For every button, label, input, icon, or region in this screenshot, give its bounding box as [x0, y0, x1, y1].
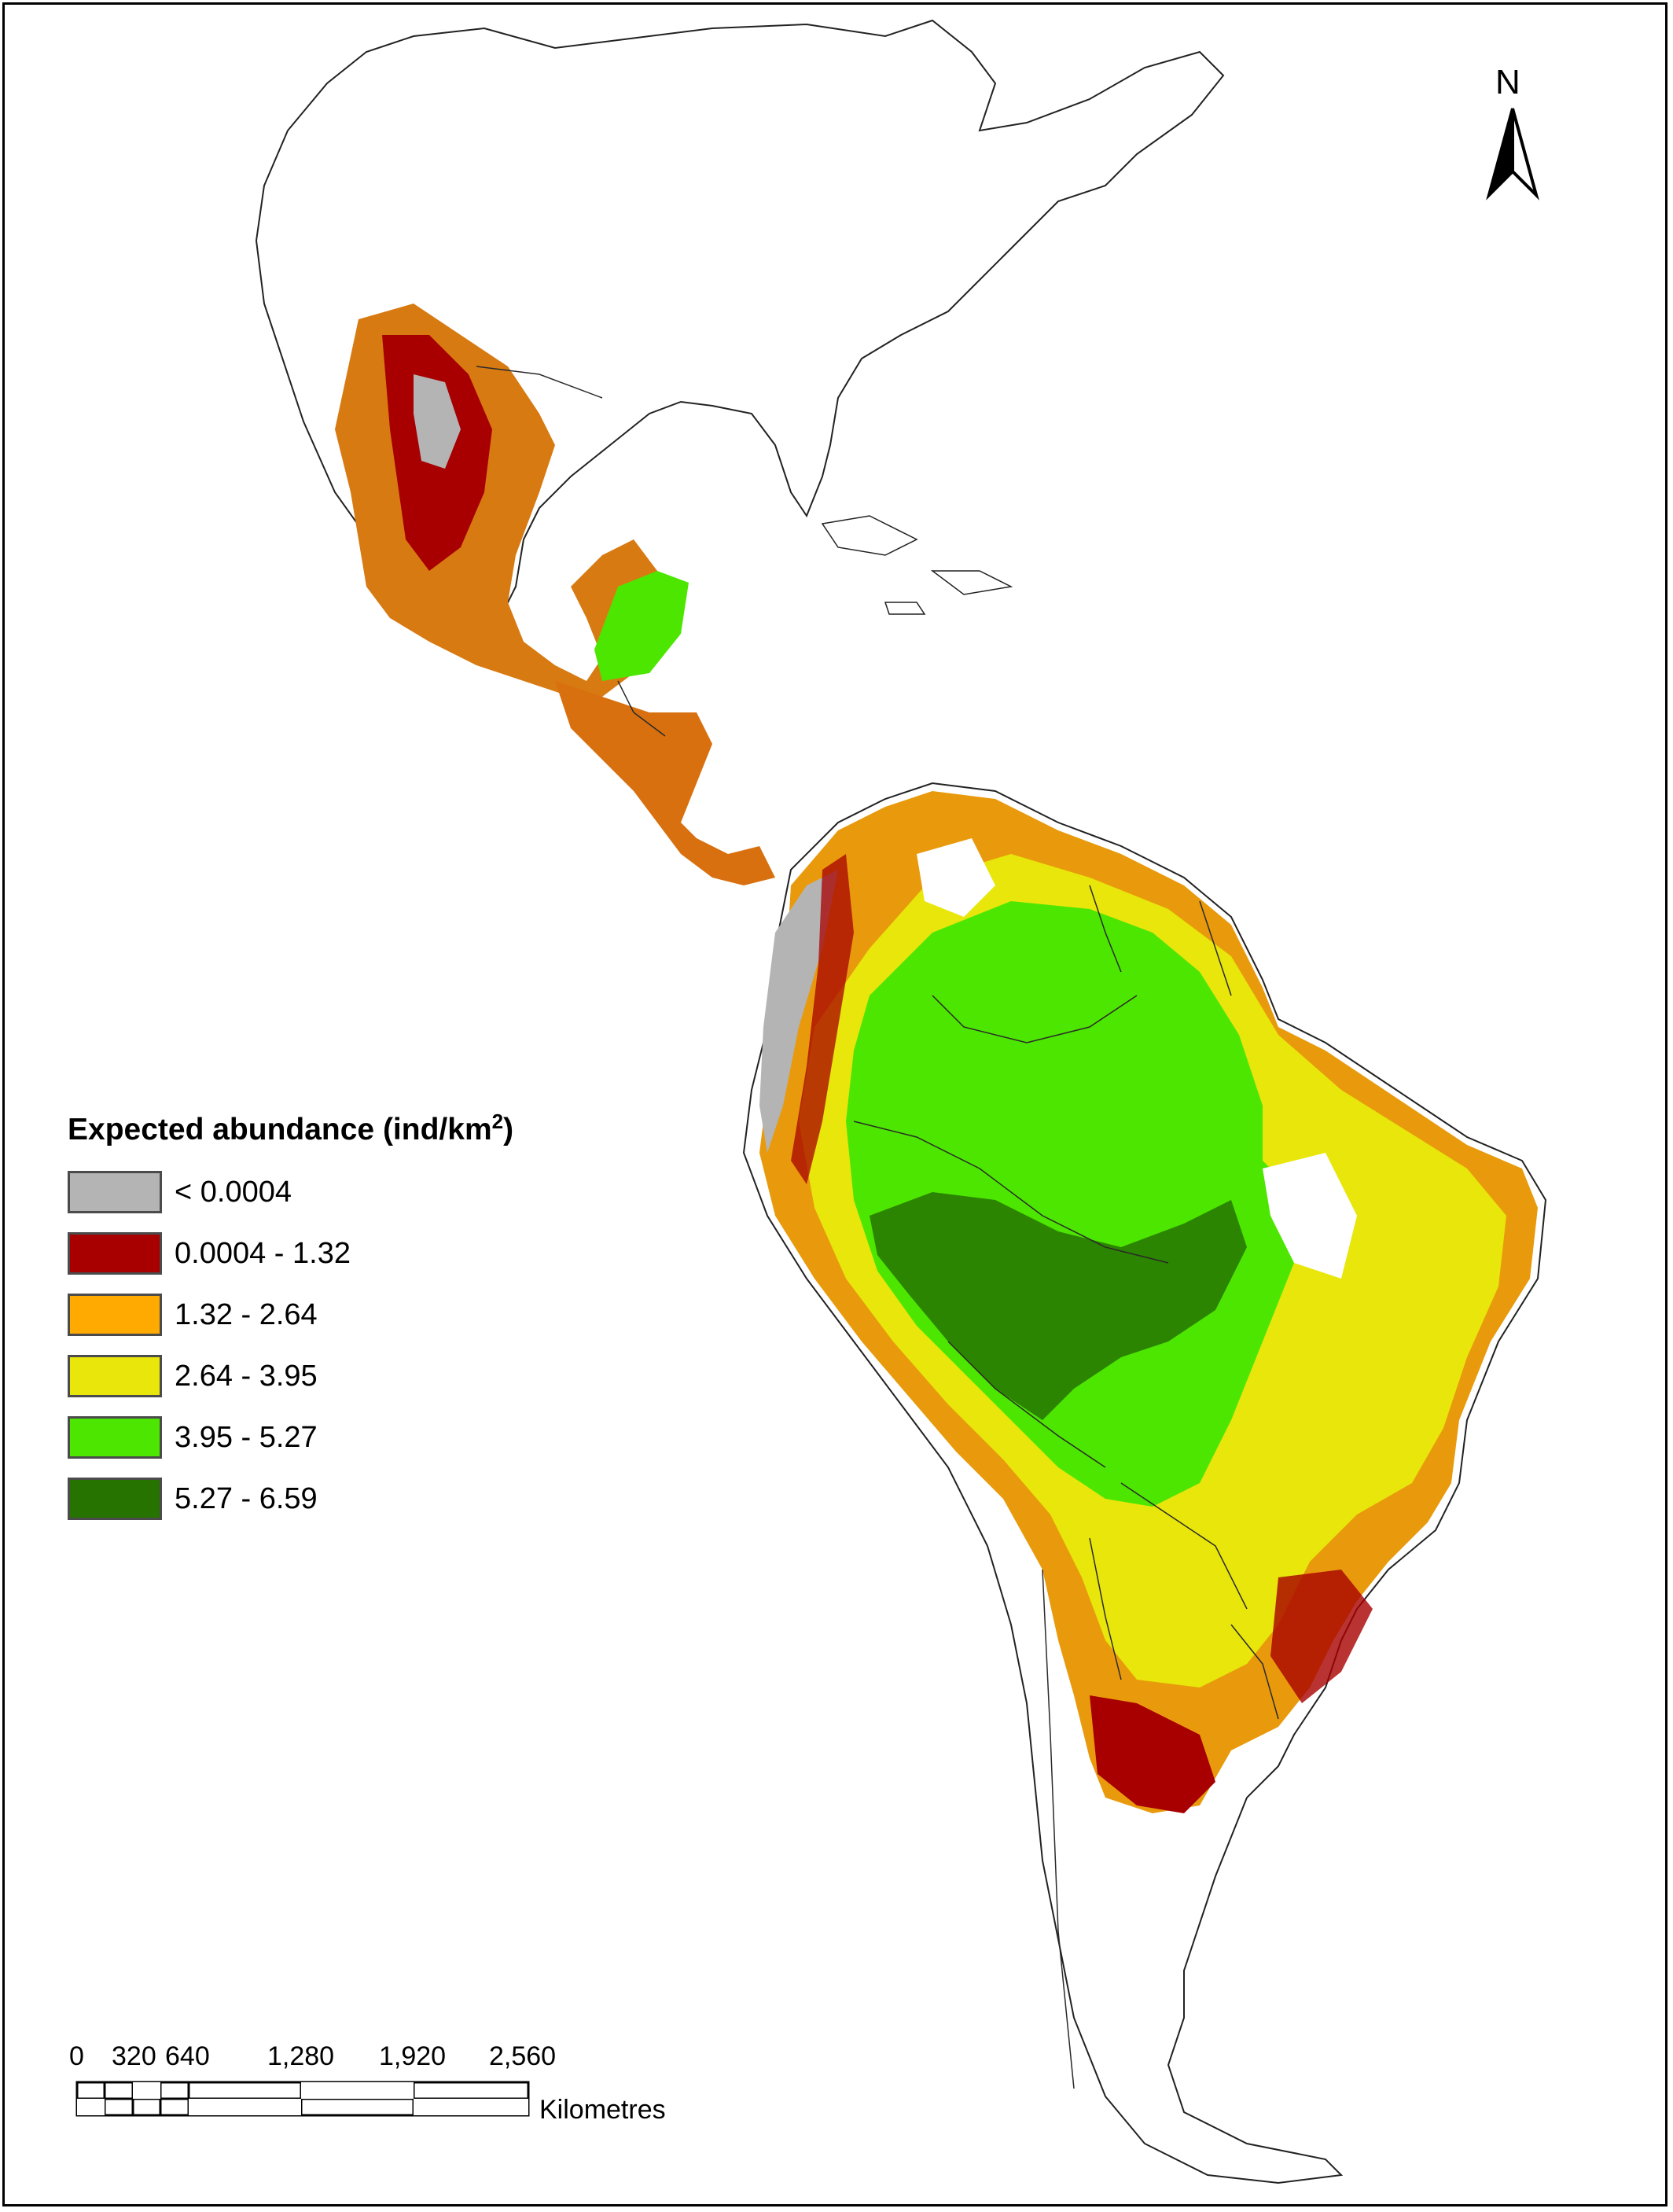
legend-swatch	[68, 1232, 162, 1275]
scale-tick-label: 320	[112, 2041, 156, 2071]
country-borders	[476, 366, 1279, 2089]
north-arrow-icon	[1486, 108, 1539, 201]
caribbean-islands	[821, 515, 1013, 615]
sa-green-zone	[846, 901, 1302, 1507]
legend-title: Expected abundance (ind/km2)	[68, 1110, 514, 1146]
legend-swatch	[68, 1478, 162, 1520]
legend-label: 5.27 - 6.59	[175, 1482, 318, 1515]
legend-label: 2.64 - 3.95	[175, 1360, 318, 1393]
scale-bar-graphic	[75, 2081, 530, 2117]
sa-red-southeast	[1270, 1570, 1373, 1703]
legend-swatch	[68, 1171, 162, 1213]
scale-tick-label: 1,920	[379, 2041, 447, 2071]
sa-dark-green-zone	[870, 1192, 1247, 1420]
scale-unit: Kilometres	[539, 2095, 666, 2125]
scale-tick-label: 0	[69, 2041, 84, 2071]
andes-gray	[759, 870, 838, 1153]
sa-white-patch-east	[1263, 1153, 1357, 1279]
legend-label: 0.0004 - 1.32	[175, 1237, 351, 1270]
sa-white-patch-north	[917, 838, 995, 917]
scale-tick-label: 2,560	[489, 2041, 557, 2071]
sa-red-south	[1090, 1695, 1215, 1813]
yucatan-green	[594, 571, 689, 681]
andes-red-edge	[791, 854, 854, 1184]
legend: Expected abundance (ind/km2) < 0.0004 0.…	[68, 1110, 514, 1520]
legend-swatch	[68, 1294, 162, 1336]
mexico-gray-patch	[414, 374, 461, 469]
central-america	[555, 681, 775, 885]
scale-tick-label: 1,280	[267, 2041, 335, 2071]
scale-bar: 0 320 640 1,280 1,920 2,560 Kilometres	[68, 2041, 697, 2136]
legend-label: < 0.0004	[175, 1176, 292, 1209]
legend-swatch	[68, 1355, 162, 1397]
north-label: N	[1495, 63, 1520, 101]
scale-tick-label: 640	[165, 2041, 210, 2071]
legend-label: 3.95 - 5.27	[175, 1421, 318, 1454]
legend-swatch	[68, 1416, 162, 1459]
legend-label: 1.32 - 2.64	[175, 1298, 318, 1331]
map-canvas	[255, 19, 1547, 2184]
